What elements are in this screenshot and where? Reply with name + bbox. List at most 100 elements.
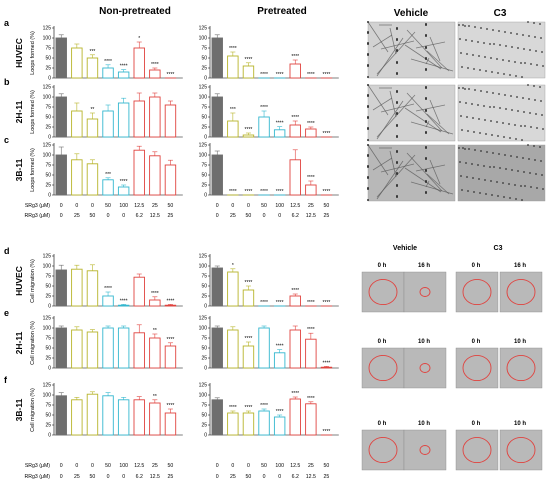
cell-dot	[367, 139, 369, 141]
cell-dot	[467, 190, 469, 192]
bar-e-6	[149, 337, 161, 369]
cell-dot	[367, 31, 369, 33]
cell-dot	[521, 199, 523, 201]
migration-micrograph	[455, 347, 499, 389]
bar-b-0	[55, 96, 67, 138]
row-label-e: 2H-11	[14, 331, 24, 354]
significance-label: ****	[229, 189, 237, 195]
cell-tube	[415, 104, 446, 112]
panel-letter-d: d	[4, 246, 10, 256]
cell-dot	[425, 180, 427, 182]
srg3-value: 25	[152, 463, 158, 469]
cell-tube	[426, 173, 450, 195]
y-tick-label: 75	[201, 274, 207, 280]
bar-c-2	[86, 163, 99, 196]
y-tick-label: 25	[45, 356, 51, 362]
significance-label: ****	[291, 391, 299, 397]
cell-dot	[521, 76, 523, 78]
y-tick-label: 100	[43, 153, 52, 159]
cell-dot	[367, 187, 369, 189]
significance-label: ****	[151, 291, 159, 297]
cell-dot	[489, 43, 491, 45]
cell-dot	[510, 95, 512, 97]
y-tick-label: 25	[45, 125, 51, 131]
cell-dot	[509, 74, 511, 76]
cell-dot	[462, 147, 464, 149]
cell-dot	[396, 61, 398, 63]
bar-e-3	[102, 327, 114, 369]
cell-dot	[396, 27, 398, 29]
cell-dot	[367, 127, 369, 129]
cell-dot	[514, 184, 516, 186]
significance-label: ****	[276, 344, 284, 350]
cell-dot	[536, 64, 538, 66]
significance-label: ****	[307, 396, 315, 402]
cell-dot	[425, 46, 427, 48]
significance-label: ****	[276, 189, 284, 195]
migration-header-c3: C3	[494, 245, 503, 252]
cell-dot	[511, 109, 513, 111]
rrg3-value: 50	[246, 213, 252, 219]
srg3-value: 50	[324, 203, 330, 209]
srg3-value: 0	[247, 463, 250, 469]
micrograph-vehicle-HUVEC	[367, 21, 456, 79]
cell-dot	[477, 41, 479, 43]
cell-dot	[425, 23, 427, 25]
y-tick-label: 25	[45, 183, 51, 189]
cell-dot	[528, 35, 530, 37]
y-tick-label: 75	[45, 274, 51, 280]
cell-dot	[461, 189, 463, 191]
bar-a-2	[86, 57, 99, 79]
bar-f-2	[86, 393, 99, 436]
time-label: 16 h	[514, 263, 526, 269]
time-label: 0 h	[472, 339, 481, 345]
cell-dot	[396, 101, 398, 103]
y-tick-label: 125	[199, 316, 208, 322]
cell-dot	[458, 147, 460, 149]
cell-dot	[533, 145, 535, 147]
rrg3-value: 6.2	[292, 474, 299, 480]
wound-outline	[368, 278, 398, 306]
cell-dot	[542, 65, 544, 67]
cell-tube	[404, 167, 442, 193]
cell-dot	[396, 172, 398, 174]
y-tick-label: 100	[199, 264, 208, 270]
significance-label: ****	[104, 59, 112, 65]
cell-dot	[498, 30, 500, 32]
significance-label: *	[232, 263, 234, 269]
micrograph-c3-3B-11	[457, 144, 546, 202]
significance-label: ****	[323, 131, 331, 137]
row-label-f: 3B-11	[14, 398, 24, 421]
y-tick-label: 100	[199, 393, 208, 399]
cell-tube	[425, 57, 430, 65]
y-tick-label: 0	[204, 433, 207, 439]
srg3-value: 12.5	[290, 463, 300, 469]
rrg3-value: 0	[122, 474, 125, 480]
bar-e-7	[320, 366, 333, 369]
cell-dot	[527, 21, 529, 23]
significance-label: ****	[323, 360, 331, 366]
cell-dot	[496, 181, 498, 183]
cell-dot	[396, 195, 398, 197]
migration-micrograph	[455, 271, 499, 313]
y-tick-label: 25	[45, 66, 51, 72]
bar-f-0	[55, 395, 67, 436]
rrg3-value: 0	[263, 474, 266, 480]
bar-c-0	[211, 154, 223, 196]
cell-dot	[474, 149, 476, 151]
significance-label: ****	[245, 280, 253, 286]
significance-label: ****	[120, 179, 128, 185]
y-tick-label: 125	[43, 254, 52, 260]
cell-dot	[474, 89, 476, 91]
srg3-value: 50	[168, 203, 174, 209]
srg3-value: 25	[308, 463, 314, 469]
cell-dot	[462, 87, 464, 89]
bar-d-1	[71, 268, 83, 307]
time-label: 10 h	[514, 339, 526, 345]
rrg3-value: 6.2	[136, 474, 143, 480]
significance-label: ****	[307, 72, 315, 78]
y-tick-label: 100	[43, 264, 52, 270]
cell-tube	[372, 34, 393, 48]
y-tick-label: 0	[48, 366, 51, 372]
cell-dot	[498, 93, 500, 95]
